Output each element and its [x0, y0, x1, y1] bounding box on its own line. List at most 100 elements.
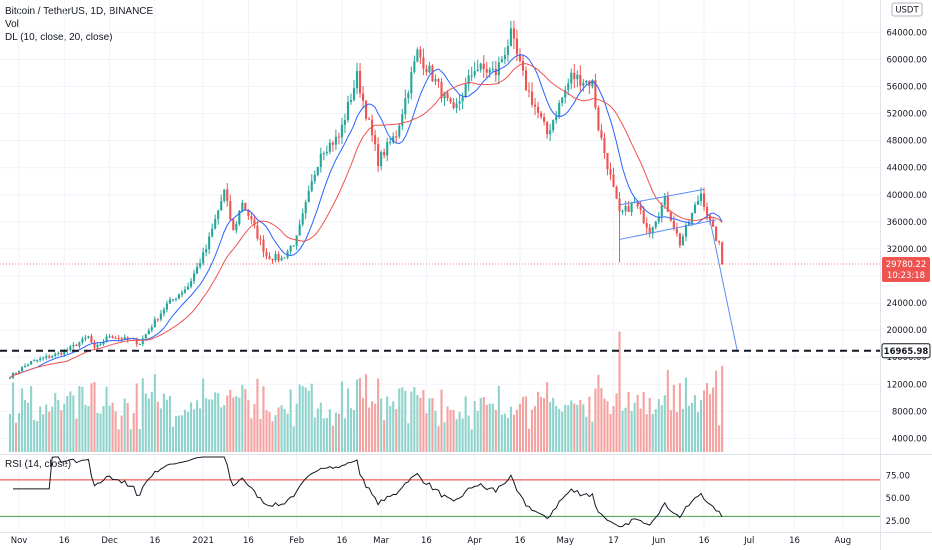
rsi-tick-label: 75.00 — [886, 471, 910, 481]
volume-bar — [304, 387, 307, 452]
candle-body — [33, 360, 36, 362]
candle-body — [503, 54, 506, 60]
volume-bar — [452, 409, 455, 452]
volume-bar — [561, 411, 564, 452]
volume-bar — [476, 410, 479, 452]
volume-bar — [428, 398, 431, 452]
currency-badge — [891, 2, 923, 17]
candle-body — [669, 211, 672, 221]
candle-body — [573, 72, 576, 80]
volume-bar — [533, 406, 537, 452]
volume-bar — [705, 383, 709, 452]
candle-body — [699, 193, 703, 201]
volume-bar — [286, 413, 289, 452]
last-price-tag — [882, 256, 930, 282]
candle-body — [413, 61, 416, 73]
volume-bar — [621, 410, 624, 452]
candle-body — [220, 200, 223, 211]
volume-bar — [42, 414, 45, 452]
candle-body — [467, 75, 470, 85]
volume-bar — [437, 426, 440, 452]
candle-body — [425, 68, 428, 73]
candle-body — [283, 257, 286, 259]
volume-bar — [174, 415, 178, 452]
volume-bar — [14, 422, 18, 452]
candle-body — [24, 365, 27, 368]
volume-bar — [229, 389, 232, 452]
candle-body — [111, 336, 114, 338]
volume-bar — [506, 418, 509, 452]
candle-body — [416, 49, 419, 62]
volume-bar — [129, 429, 132, 452]
candle-body — [576, 74, 579, 80]
candle-body — [322, 153, 325, 155]
candle-body — [199, 263, 202, 267]
candle-body — [144, 334, 147, 339]
price-tick-label: 32000.00 — [886, 245, 927, 255]
candle-body — [78, 342, 81, 346]
candle-body — [208, 236, 211, 250]
volume-bar — [654, 409, 657, 452]
volume-bar — [579, 400, 582, 452]
volume-bar — [368, 407, 371, 452]
volume-bar — [78, 385, 81, 452]
volume-bar — [546, 382, 549, 452]
candle-body — [630, 202, 633, 213]
candle-body — [183, 289, 187, 293]
volume-bar — [214, 392, 217, 452]
volume-bar — [177, 415, 181, 452]
time-tick-label: 16 — [337, 536, 348, 546]
volume-bar — [624, 407, 627, 452]
candle-body — [352, 88, 356, 101]
candle-body — [63, 351, 66, 355]
candle-body — [612, 174, 615, 187]
volume-bar — [171, 426, 175, 452]
time-tick-label: 16 — [59, 536, 70, 546]
ma-20-line — [9, 62, 723, 379]
candle-body — [346, 101, 350, 121]
volume-bar — [11, 382, 15, 452]
candle-body — [567, 83, 570, 90]
volume-bar — [392, 401, 395, 452]
volume-bar — [530, 409, 534, 452]
candle-body — [72, 344, 75, 347]
volume-bar — [690, 402, 694, 452]
candle-body — [389, 142, 392, 144]
volume-bar — [298, 384, 301, 452]
volume-bar — [479, 397, 482, 452]
volume-bar — [313, 417, 316, 452]
candle-body — [93, 342, 96, 348]
candle-body — [147, 330, 150, 335]
volume-bar — [567, 405, 570, 452]
candle-body — [138, 343, 141, 345]
candle-body — [325, 151, 328, 154]
volume-bar — [147, 398, 150, 452]
volume-bar — [467, 415, 470, 452]
volume-bar — [123, 398, 126, 452]
candle-body — [105, 336, 108, 342]
candle-body — [377, 144, 380, 167]
candle-body — [241, 202, 244, 211]
candle-body — [310, 181, 313, 191]
volume-bar — [114, 411, 117, 452]
time-tick-label: Dec — [101, 536, 118, 546]
candle-body — [419, 49, 422, 58]
volume-bar — [111, 402, 114, 452]
candle-body — [247, 209, 250, 217]
volume-bar — [180, 415, 184, 452]
time-tick-label: 17 — [608, 536, 619, 546]
candle-body — [398, 125, 401, 137]
candle-body — [721, 242, 724, 264]
candle-body — [627, 206, 630, 213]
volume-bar — [165, 399, 168, 452]
candle-body — [334, 136, 337, 145]
rsi-tick-label: 25.00 — [886, 517, 910, 527]
time-tick-label: 16 — [789, 536, 800, 546]
candle-body — [464, 84, 467, 98]
candle-body — [606, 152, 609, 170]
candle-body — [639, 206, 642, 211]
volume-bar — [615, 393, 618, 452]
volume-bar — [289, 389, 292, 452]
volume-bar — [84, 404, 87, 452]
